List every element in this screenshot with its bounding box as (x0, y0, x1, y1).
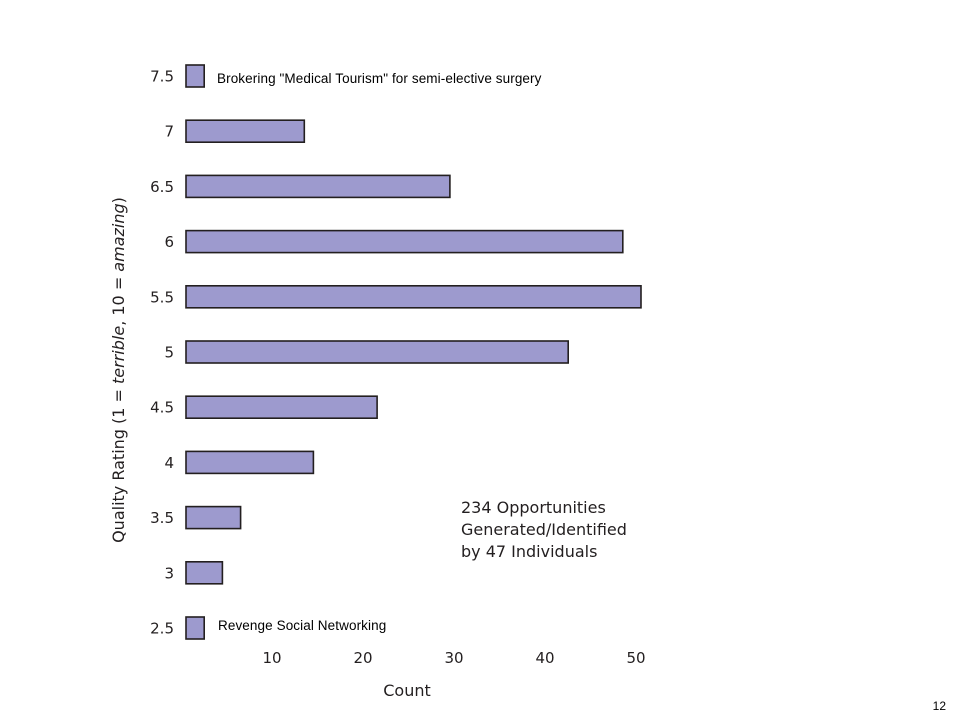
bar (185, 340, 570, 364)
y-tick-label: 6.5 (150, 178, 174, 196)
x-axis-title: Count (383, 681, 431, 700)
y-tick-label: 3 (164, 564, 174, 582)
y-tick-label: 5.5 (150, 288, 174, 306)
x-tick-label: 50 (626, 649, 645, 667)
y-tick-labels: 7.5 7 6.5 6 5.5 5 4.5 4 3.5 3 2.5 (150, 68, 174, 638)
y-axis-title: Quality Rating (1 = terrible, 10 = amazi… (109, 197, 128, 543)
bar (185, 560, 224, 585)
bars-group (185, 64, 642, 640)
summary-note-line: Generated/Identified (461, 520, 627, 539)
y-axis-title-part: Quality Rating (1 = (109, 384, 128, 543)
y-tick-label: 6 (164, 233, 174, 251)
summary-note: 234 Opportunities Generated/Identified b… (461, 497, 701, 563)
bar (185, 229, 624, 254)
annotation-bottom: Revenge Social Networking (218, 618, 387, 633)
bar (185, 119, 306, 143)
y-axis-title-part: amazing (109, 203, 128, 271)
bar (185, 64, 206, 88)
y-tick-label: 7 (164, 123, 174, 141)
x-tick-label: 40 (535, 649, 554, 667)
summary-note-line: 234 Opportunities (461, 498, 606, 517)
y-axis-title-part: ) (109, 197, 128, 203)
bar (185, 505, 242, 530)
x-tick-label: 20 (353, 649, 372, 667)
bar (185, 174, 451, 199)
x-tick-label: 10 (262, 649, 281, 667)
annotation-top: Brokering "Medical Tourism" for semi-ele… (217, 71, 542, 86)
bar (185, 450, 315, 475)
y-axis-title-part: terrible (109, 326, 128, 384)
bar (185, 284, 642, 309)
y-tick-label: 2.5 (150, 620, 174, 638)
page-number: 12 (932, 699, 946, 713)
y-tick-label: 4.5 (150, 399, 174, 417)
y-tick-label: 5 (164, 344, 174, 362)
x-tick-labels: 10 20 30 40 50 (262, 649, 645, 667)
y-tick-label: 4 (164, 454, 174, 472)
y-axis-title-part: , 10 = (109, 272, 128, 326)
x-tick-label: 30 (444, 649, 463, 667)
y-tick-label: 3.5 (150, 509, 174, 527)
bar (185, 395, 378, 420)
summary-note-line: by 47 Individuals (461, 542, 598, 561)
bar (185, 616, 206, 640)
y-tick-label: 7.5 (150, 68, 174, 86)
